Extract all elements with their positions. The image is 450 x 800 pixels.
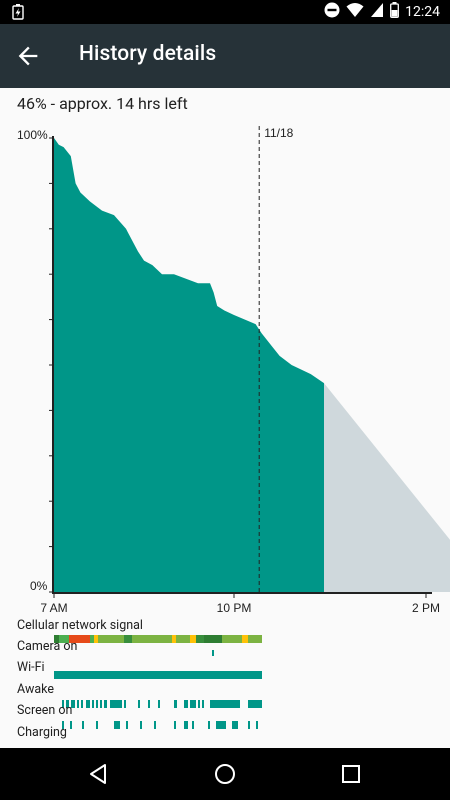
y-label-bottom: 0% bbox=[30, 579, 48, 593]
battery-history-chart: 100% 0% 7 AM 10 PM 2 PM 11/18 bbox=[17, 126, 450, 615]
cellular-signal-segment bbox=[204, 635, 222, 643]
screen-on-segment bbox=[62, 721, 64, 729]
awake-segment bbox=[124, 700, 126, 708]
cellular-icon bbox=[370, 2, 384, 22]
awake-segment bbox=[77, 700, 79, 708]
screen-on-segment bbox=[232, 721, 238, 729]
awake-segment bbox=[248, 700, 262, 708]
awake-segment bbox=[202, 700, 204, 708]
navigation-bar bbox=[0, 748, 450, 800]
screen-on-segment bbox=[154, 721, 156, 729]
battery-charging-icon bbox=[12, 4, 24, 24]
arrow-back-icon[interactable] bbox=[14, 42, 42, 70]
screen-on-segment bbox=[208, 721, 210, 729]
awake-segment bbox=[190, 700, 196, 708]
awake-segment bbox=[138, 700, 140, 708]
battery-summary: 46% - approx. 14 hrs left bbox=[17, 94, 188, 113]
x-tick-label: 2 PM bbox=[412, 601, 440, 615]
cellular-signal-segment bbox=[74, 635, 90, 643]
cellular-signal-segment bbox=[98, 635, 124, 643]
awake-segment bbox=[62, 700, 64, 708]
timeline-label-camera: Camera on bbox=[17, 639, 78, 654]
awake-segment bbox=[184, 700, 188, 708]
screen-on-segment bbox=[126, 721, 128, 729]
screen-on-segment bbox=[140, 721, 142, 729]
cellular-signal-segment bbox=[54, 635, 59, 643]
clock-time: 12:24 bbox=[405, 4, 440, 20]
screen-on-segment bbox=[96, 721, 98, 729]
battery-icon bbox=[390, 2, 400, 22]
awake-segment bbox=[158, 700, 160, 708]
cellular-signal-segment bbox=[196, 635, 204, 643]
back-triangle-icon[interactable] bbox=[86, 762, 110, 786]
cellular-signal-segment bbox=[242, 635, 248, 643]
awake-segment bbox=[81, 700, 83, 708]
screen-on-segment bbox=[192, 721, 194, 729]
cellular-signal-segment bbox=[248, 635, 262, 643]
y-label-top: 100% bbox=[17, 128, 48, 142]
do-not-disturb-icon bbox=[324, 2, 340, 22]
cellular-signal-segment bbox=[172, 635, 176, 643]
awake-segment bbox=[148, 700, 150, 708]
cellular-signal-segment bbox=[94, 635, 98, 643]
awake-segment bbox=[71, 700, 75, 708]
x-tick-label: 10 PM bbox=[217, 601, 252, 615]
x-tick-label: 7 AM bbox=[40, 601, 67, 615]
cellular-signal-segment bbox=[90, 635, 94, 643]
awake-bar bbox=[62, 693, 262, 708]
timeline-label-cellular: Cellular network signal bbox=[17, 618, 143, 633]
awake-segment bbox=[66, 700, 69, 708]
cellular-signal-bar bbox=[54, 628, 262, 643]
date-marker-label: 11/18 bbox=[264, 126, 293, 140]
timeline-label-screen: Screen on bbox=[17, 703, 73, 718]
awake-segment bbox=[104, 700, 107, 708]
camera-on-bar bbox=[212, 650, 214, 656]
timeline-label-awake: Awake bbox=[17, 682, 54, 697]
projection-area bbox=[324, 383, 450, 592]
cellular-signal-segment bbox=[222, 635, 242, 643]
battery-level-area bbox=[54, 138, 324, 592]
awake-segment bbox=[92, 700, 94, 708]
timeline-label-charging: Charging bbox=[17, 725, 67, 740]
wifi-icon bbox=[346, 2, 364, 22]
screen-on-segment bbox=[174, 721, 176, 729]
screen-on-segment bbox=[184, 721, 188, 729]
screen-on-segment bbox=[82, 721, 84, 729]
cellular-signal-segment bbox=[132, 635, 172, 643]
screen-on-segment bbox=[114, 721, 120, 729]
cellular-signal-segment bbox=[190, 635, 196, 643]
wifi-bar bbox=[54, 671, 262, 679]
awake-segment bbox=[100, 700, 102, 708]
home-circle-icon[interactable] bbox=[213, 762, 237, 786]
usage-timeline: Cellular network signal Camera on Wi-Fi … bbox=[0, 616, 450, 746]
screen-on-segment bbox=[256, 721, 258, 729]
awake-segment bbox=[198, 700, 200, 708]
status-icons: 12:24 bbox=[324, 2, 440, 22]
cellular-signal-segment bbox=[124, 635, 132, 643]
awake-segment bbox=[210, 700, 240, 708]
screen-on-bar bbox=[62, 714, 262, 729]
awake-segment bbox=[174, 700, 177, 708]
screen-on-segment bbox=[70, 721, 72, 729]
page-title: History details bbox=[79, 42, 217, 66]
cellular-signal-segment bbox=[59, 635, 69, 643]
app-bar: History details bbox=[0, 24, 450, 88]
awake-segment bbox=[110, 700, 122, 708]
awake-segment bbox=[96, 700, 98, 708]
screen-on-segment bbox=[216, 721, 226, 729]
status-bar: 12:24 bbox=[0, 0, 450, 24]
cellular-signal-segment bbox=[69, 635, 74, 643]
cellular-signal-segment bbox=[176, 635, 190, 643]
recents-square-icon[interactable] bbox=[339, 762, 363, 786]
screen-on-segment bbox=[248, 721, 250, 729]
timeline-label-wifi: Wi-Fi bbox=[17, 660, 45, 675]
awake-segment bbox=[86, 700, 90, 708]
